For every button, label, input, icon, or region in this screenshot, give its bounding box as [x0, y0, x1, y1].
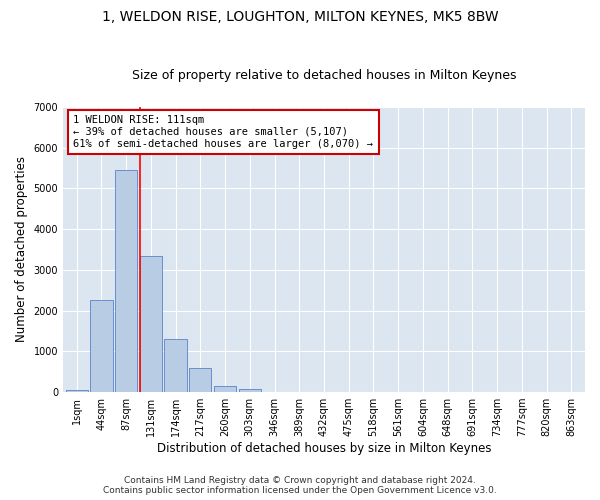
Text: 1, WELDON RISE, LOUGHTON, MILTON KEYNES, MK5 8BW: 1, WELDON RISE, LOUGHTON, MILTON KEYNES,… [101, 10, 499, 24]
Text: 1 WELDON RISE: 111sqm
← 39% of detached houses are smaller (5,107)
61% of semi-d: 1 WELDON RISE: 111sqm ← 39% of detached … [73, 116, 373, 148]
Title: Size of property relative to detached houses in Milton Keynes: Size of property relative to detached ho… [132, 69, 516, 82]
Bar [65, 390, 88, 392]
X-axis label: Distribution of detached houses by size in Milton Keynes: Distribution of detached houses by size … [157, 442, 491, 455]
Bar [140, 256, 162, 392]
Bar [214, 386, 236, 392]
Bar [90, 300, 113, 392]
Text: Contains HM Land Registry data © Crown copyright and database right 2024.
Contai: Contains HM Land Registry data © Crown c… [103, 476, 497, 495]
Y-axis label: Number of detached properties: Number of detached properties [15, 156, 28, 342]
Bar [115, 170, 137, 392]
Bar [239, 389, 261, 392]
Bar [189, 368, 211, 392]
Bar [164, 339, 187, 392]
